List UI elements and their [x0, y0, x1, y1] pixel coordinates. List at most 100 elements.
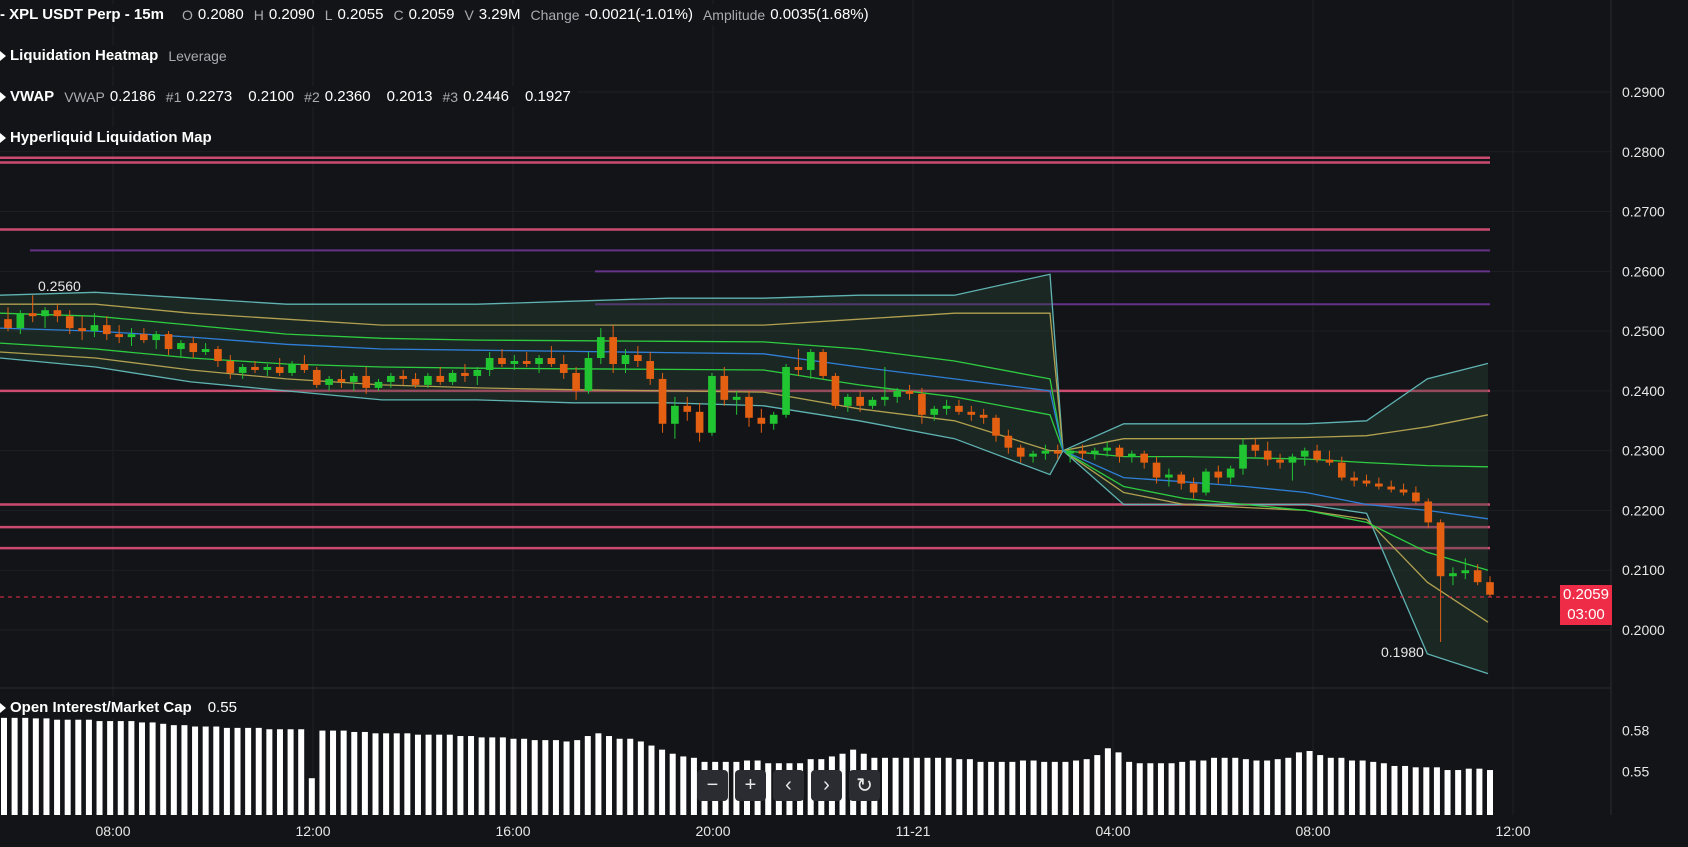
- open-interest-bar: [330, 730, 337, 815]
- candle-body: [658, 378, 667, 424]
- open-interest-bar: [43, 718, 50, 815]
- candle-body: [424, 375, 432, 385]
- zoom-out-button[interactable]: −: [697, 770, 728, 801]
- open-interest-bar: [32, 718, 39, 815]
- open-interest-bar: [998, 761, 1005, 815]
- open-interest-bar: [510, 738, 517, 815]
- open-interest-bar: [372, 733, 379, 815]
- expand-arrow-icon[interactable]: [0, 132, 6, 143]
- open-interest-bar: [690, 757, 697, 815]
- candle-body: [1115, 447, 1124, 457]
- chart-navigation: − + ‹ › ↻: [697, 770, 880, 801]
- vwap-legend[interactable]: VWAP VWAP 0.2186 #1 0.2273 0.2100 #2 0.2360 0…: [0, 86, 577, 107]
- candle-body: [769, 414, 778, 424]
- open-interest-bar: [648, 745, 655, 815]
- scroll-right-button[interactable]: ›: [811, 770, 842, 801]
- open-interest-bar: [1370, 761, 1377, 815]
- candle-body: [559, 363, 568, 373]
- open-interest-bar: [1285, 757, 1292, 815]
- high-label: H: [253, 6, 264, 23]
- open-interest-bar: [1455, 770, 1462, 815]
- price-tick-label: 0.2400: [1622, 383, 1665, 399]
- open-interest-bar: [319, 730, 326, 815]
- candle-body: [942, 405, 951, 409]
- candle-body: [1473, 570, 1482, 583]
- expand-arrow-icon[interactable]: [0, 91, 6, 102]
- open-interest-legend[interactable]: Open Interest/Market Cap 0.55: [0, 697, 243, 718]
- open-interest-bar: [563, 741, 570, 815]
- low-label: L: [324, 6, 333, 23]
- candle-body: [596, 337, 605, 359]
- hyperliquid-liquidation-map-title: Hyperliquid Liquidation Map: [10, 129, 212, 146]
- open-interest-bar: [1009, 761, 1016, 815]
- candle-body: [782, 366, 790, 415]
- hyperliquid-liquidation-map-legend[interactable]: Hyperliquid Liquidation Map: [0, 127, 218, 148]
- candle-body: [1387, 486, 1396, 490]
- candle-body: [1029, 453, 1037, 457]
- open-interest-bar: [287, 729, 294, 815]
- candle-body: [1288, 456, 1297, 463]
- candle-body: [78, 328, 86, 332]
- candle-body: [720, 375, 729, 400]
- open-interest-bar: [1083, 759, 1090, 815]
- candle-body: [1226, 468, 1235, 478]
- candle-body: [868, 399, 877, 406]
- vwap-bands: [0, 273, 1489, 675]
- open-interest-bar: [1391, 765, 1398, 815]
- candle-body: [979, 414, 988, 418]
- open-interest-bar: [1327, 757, 1334, 815]
- candle-body: [967, 411, 976, 415]
- open-interest-bar: [213, 726, 220, 815]
- open-interest-bar: [308, 778, 315, 815]
- candle-body: [1041, 450, 1050, 454]
- vwap-value: 0.2186: [109, 88, 156, 105]
- candle-body: [189, 343, 198, 353]
- liquidation-heatmap-param: Leverage: [168, 47, 227, 64]
- expand-arrow-icon[interactable]: [0, 702, 6, 713]
- candle-body: [522, 361, 531, 364]
- time-tick-label: 16:00: [495, 823, 530, 839]
- open-interest-bar: [1147, 763, 1154, 815]
- candle-body: [201, 349, 210, 353]
- open-interest-bar: [1423, 767, 1430, 815]
- reset-chart-button[interactable]: ↻: [849, 770, 880, 801]
- open-interest-bar: [160, 723, 167, 815]
- volume-label: V: [464, 6, 474, 23]
- symbol-title[interactable]: - XPL USDT Perp - 15m: [0, 6, 164, 23]
- open-interest-bar: [935, 757, 942, 815]
- candle-body: [28, 313, 37, 317]
- expand-arrow-icon[interactable]: [0, 50, 6, 61]
- open-value: 0.2080: [197, 6, 244, 23]
- oi-tick-label: 0.58: [1622, 723, 1649, 739]
- open-interest-bar: [1211, 757, 1218, 815]
- candle-body: [115, 334, 123, 338]
- vwap-band-fill: [0, 274, 1488, 674]
- candle-body: [436, 375, 445, 382]
- candle-body: [498, 358, 506, 364]
- time-tick-label: 20:00: [695, 823, 730, 839]
- open-interest-bar: [1412, 767, 1419, 815]
- zoom-in-button[interactable]: +: [735, 770, 766, 801]
- candle-body: [1263, 450, 1272, 460]
- open-interest-bar: [75, 719, 82, 815]
- open-interest-bar: [1433, 767, 1440, 815]
- vwap-line-b2-up: [0, 303, 1489, 452]
- open-interest-bar: [616, 738, 623, 815]
- candle-body: [325, 378, 333, 385]
- open-interest-bar: [425, 734, 432, 815]
- open-interest-bar: [1104, 748, 1111, 815]
- open-interest-bar: [956, 759, 963, 815]
- candle-body: [127, 334, 136, 338]
- scroll-left-button[interactable]: ‹: [773, 770, 804, 801]
- open-interest-bar: [669, 753, 676, 815]
- liquidation-heatmap-legend[interactable]: Liquidation Heatmap Leverage: [0, 45, 233, 66]
- candle-body: [1177, 474, 1186, 484]
- candle-body: [572, 372, 580, 391]
- price-tick-label: 0.2900: [1622, 84, 1665, 100]
- candle-body: [1053, 450, 1062, 454]
- band3-lower: 0.1927: [524, 88, 571, 105]
- open-interest-bar: [892, 757, 899, 815]
- open-interest-bar: [1115, 752, 1122, 815]
